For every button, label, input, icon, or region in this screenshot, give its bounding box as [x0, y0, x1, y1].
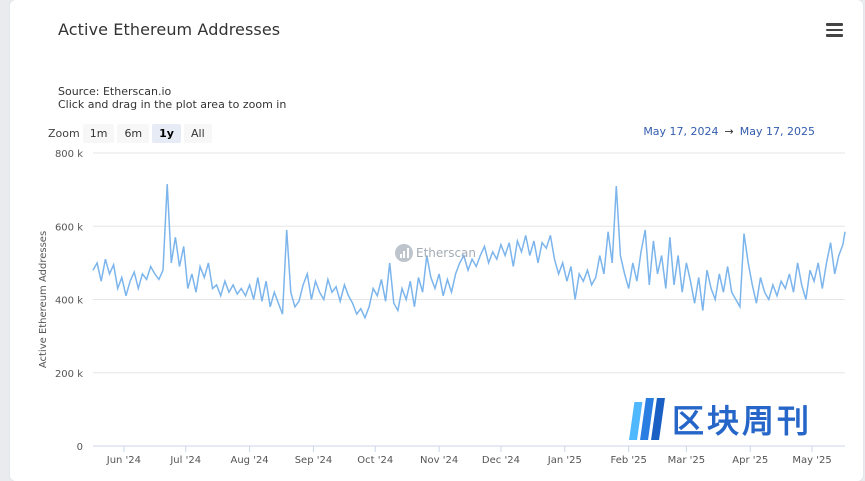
zoom-6m-button[interactable]: 6m — [117, 124, 150, 143]
x-tick-label: Feb '25 — [610, 455, 646, 466]
brand-watermark: 区块周刊 — [629, 396, 813, 442]
x-tick-label: Oct '24 — [357, 455, 393, 466]
y-tick-label: 400 k — [55, 296, 83, 307]
x-tick-label: Jan '25 — [547, 455, 582, 466]
watermark-text: Etherscan — [416, 246, 477, 260]
zoom-label: Zoom — [48, 127, 80, 140]
chart-title: Active Ethereum Addresses — [58, 20, 281, 39]
chart-subtitle: Source: Etherscan.io Click and drag in t… — [58, 85, 286, 111]
x-tick-label: Mar '25 — [668, 455, 706, 466]
y-axis-label: Active Ethereum Addresses — [38, 231, 49, 368]
y-tick-label: 200 k — [55, 369, 83, 380]
chart-card — [10, 0, 863, 481]
x-tick-label: Aug '24 — [230, 455, 268, 466]
x-tick-label: Jul '24 — [169, 455, 201, 466]
x-tick-label: Jun '24 — [106, 455, 141, 466]
x-tick-label: May '25 — [792, 455, 831, 466]
menu-icon[interactable] — [826, 23, 843, 37]
x-tick-label: Dec '24 — [482, 455, 520, 466]
series-line — [92, 184, 846, 320]
brand-logo-icon — [629, 398, 665, 440]
x-axis-ticks: Jun '24 Jul '24 Aug '24 Sep '24 Oct '24 Nov '… — [106, 446, 832, 466]
zoom-selector: Zoom 1m 6m 1y All — [48, 124, 215, 143]
etherscan-logo-icon — [395, 244, 413, 262]
source-line: Source: Etherscan.io — [58, 85, 172, 98]
zoom-1y-button[interactable]: 1y — [152, 124, 181, 143]
date-range: May 17, 2024 → May 17, 2025 — [643, 125, 815, 138]
range-to[interactable]: May 17, 2025 — [739, 125, 815, 138]
y-axis-ticks: 0 200 k 400 k 600 k 800 k — [55, 149, 83, 453]
zoom-hint: Click and drag in the plot area to zoom … — [58, 98, 287, 111]
y-tick-label: 600 k — [55, 222, 83, 233]
zoom-all-button[interactable]: All — [183, 124, 212, 143]
x-tick-label: Apr '25 — [732, 455, 768, 466]
zoom-1m-button[interactable]: 1m — [82, 124, 115, 143]
range-separator: → — [724, 125, 734, 138]
x-tick-label: Sep '24 — [295, 455, 333, 466]
y-tick-label: 0 — [77, 442, 83, 453]
etherscan-watermark: Etherscan — [395, 244, 476, 262]
y-tick-label: 800 k — [55, 149, 83, 160]
brand-text: 区块周刊 — [672, 402, 813, 440]
range-from[interactable]: May 17, 2024 — [643, 125, 719, 138]
grid-lines — [93, 152, 845, 447]
x-tick-label: Nov '24 — [420, 455, 458, 466]
